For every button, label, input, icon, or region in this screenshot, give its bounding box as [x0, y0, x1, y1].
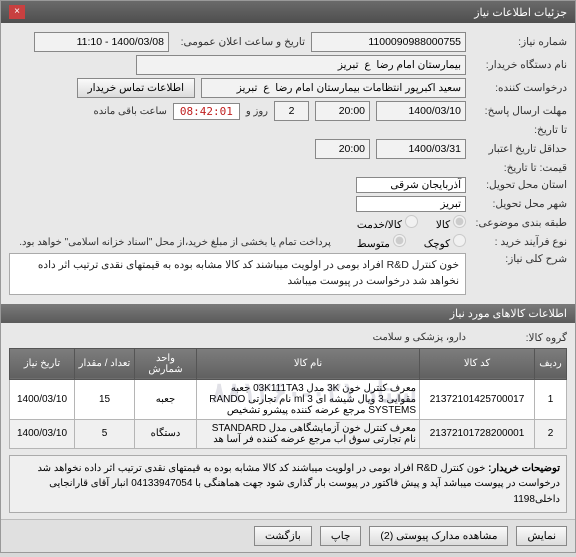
org-label: نام دستگاه خریدار:	[472, 59, 567, 71]
validity-sub-label: قیمت: تا تاریخ:	[472, 162, 567, 174]
items-section-title: اطلاعات کالاهای مورد نیاز	[1, 304, 575, 323]
city-value: تبریز	[356, 196, 466, 212]
cell-qty: 5	[75, 419, 135, 448]
pkg-kala-radio[interactable]: کالا	[436, 215, 466, 231]
days-box	[274, 101, 309, 121]
countdown: 08:42:01	[173, 103, 240, 120]
print-button[interactable]: چاپ	[320, 526, 362, 546]
header-panel: شماره نیاز: تاریخ و ساعت اعلان عمومی: نا…	[1, 23, 575, 304]
cell-date: 1400/03/10	[10, 419, 75, 448]
col-n: ردیف	[535, 348, 567, 379]
window-title: جزئیات اطلاعات نیاز	[474, 6, 567, 19]
overview-label: شرح کلی نیاز:	[472, 253, 567, 265]
deadline-label: مهلت ارسال پاسخ:	[472, 105, 567, 117]
cell-name: معرف کنترل خون 3K مدل 03K111TA3 جعبه مقو…	[197, 379, 420, 419]
table-header-row: ردیف کد کالا نام کالا واحد شمارش تعداد /…	[10, 348, 567, 379]
deadline-to-label: تا تاریخ:	[472, 124, 567, 136]
pkg-label: طبقه بندی موضوعی:	[472, 217, 567, 229]
table-row[interactable]: 221372101728200001معرف کنترل خون آزمایشگ…	[10, 419, 567, 448]
requester-label: درخواست کننده:	[472, 82, 567, 94]
deadline-date	[376, 101, 466, 121]
items-table-wrap: ستاد ۰۲۱-۸۸۱۲۶۰ ردیف کد کالا نام کالا وا…	[9, 348, 567, 449]
items-table: ردیف کد کالا نام کالا واحد شمارش تعداد /…	[9, 348, 567, 449]
cell-unit: دستگاه	[135, 419, 197, 448]
deadline-time	[315, 101, 370, 121]
province-value: آذربایجان شرقی	[356, 177, 466, 193]
overview-text: خون کنترل R&D افراد بومی در اولویت میباش…	[9, 253, 466, 295]
group-value: دارو، پزشکی و سلامت	[373, 332, 466, 343]
cell-code: 21372101728200001	[420, 419, 535, 448]
pkg-khadamat-radio[interactable]: کالا/خدمت	[357, 215, 418, 231]
col-code: کد کالا	[420, 348, 535, 379]
province-label: استان محل تحویل:	[472, 179, 567, 191]
buyer-notes: توضیحات خریدار: خون کنترل R&D افراد بومی…	[9, 455, 567, 514]
titlebar: جزئیات اطلاعات نیاز ×	[1, 1, 575, 23]
day-word: روز و	[246, 106, 268, 117]
close-icon[interactable]: ×	[9, 5, 25, 19]
cell-unit: جعبه	[135, 379, 197, 419]
cell-n: 1	[535, 379, 567, 419]
pay-note: پرداخت تمام یا بخشی از مبلغ خرید،از محل …	[19, 237, 331, 248]
validity-time	[315, 139, 370, 159]
buyer-notes-text: خون کنترل R&D افراد بومی در اولویت میباش…	[37, 463, 560, 505]
cell-qty: 15	[75, 379, 135, 419]
validity-label: حداقل تاریخ اعتبار	[472, 143, 567, 155]
validity-date	[376, 139, 466, 159]
window: جزئیات اطلاعات نیاز × شماره نیاز: تاریخ …	[0, 0, 576, 553]
attachments-button[interactable]: مشاهده مدارک پیوستی (2)	[369, 526, 508, 546]
cell-n: 2	[535, 419, 567, 448]
col-name: نام کالا	[197, 348, 420, 379]
announce-field	[34, 32, 169, 52]
remaining-label: ساعت باقی مانده	[94, 106, 167, 117]
col-qty: تعداد / مقدار	[75, 348, 135, 379]
announce-label: تاریخ و ساعت اعلان عمومی:	[175, 36, 305, 48]
view-button[interactable]: نمایش	[516, 526, 567, 546]
requester-field	[201, 78, 466, 98]
cell-code: 21372101425700017	[420, 379, 535, 419]
col-unit: واحد شمارش	[135, 348, 197, 379]
table-row[interactable]: 121372101425700017معرف کنترل خون 3K مدل …	[10, 379, 567, 419]
buy-label: نوع فرآیند خرید :	[472, 236, 567, 248]
group-label: گروه کالا:	[472, 332, 567, 344]
col-date: تاریخ نیاز	[10, 348, 75, 379]
cell-date: 1400/03/10	[10, 379, 75, 419]
cell-name: معرف کنترل خون آزمایشگاهی مدل STANDARD ن…	[197, 419, 420, 448]
need-no-field	[311, 32, 466, 52]
buyer-notes-label: توضیحات خریدار:	[488, 463, 560, 474]
need-no-label: شماره نیاز:	[472, 36, 567, 48]
buy-motavaset-radio[interactable]: متوسط	[357, 234, 406, 250]
back-button[interactable]: بازگشت	[254, 526, 312, 546]
button-bar: نمایش مشاهده مدارک پیوستی (2) چاپ بازگشت	[1, 519, 575, 552]
buy-kochak-radio[interactable]: کوچک	[424, 234, 466, 250]
contact-button[interactable]: اطلاعات تماس خریدار	[77, 78, 195, 98]
city-label: شهر محل تحویل:	[472, 198, 567, 210]
org-field	[136, 55, 466, 75]
